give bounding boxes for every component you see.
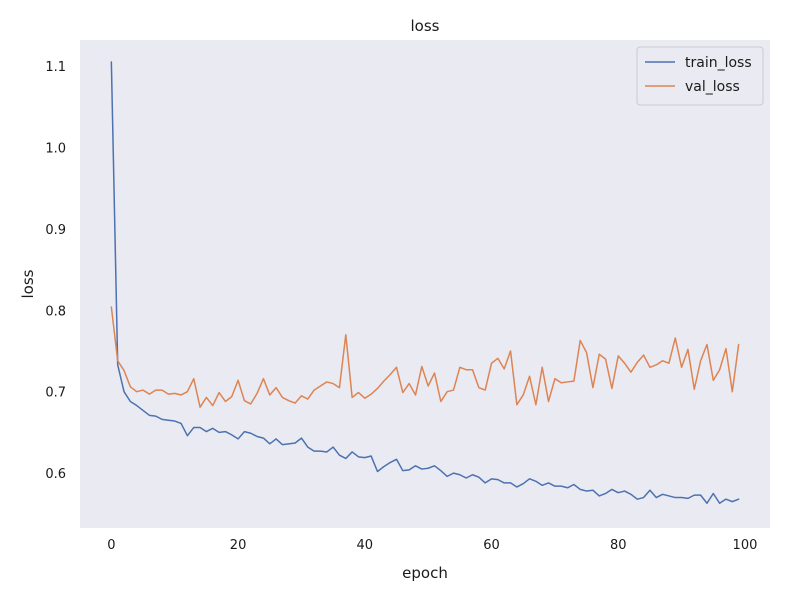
legend-label: val_loss [685, 79, 740, 95]
series-line-val-loss [110, 306, 740, 408]
series-lines [110, 61, 740, 504]
y-tick-label: 0.7 [45, 386, 66, 401]
x-tick-label: 20 [230, 538, 247, 553]
x-axis-label: epoch [402, 564, 448, 582]
y-tick-label: 1.1 [45, 60, 66, 75]
plot-background [80, 40, 770, 528]
legend: train_loss val_loss [636, 46, 764, 106]
y-tick-label: 0.6 [45, 467, 66, 482]
x-tick-label: 40 [357, 538, 374, 553]
series-line-train-loss [110, 61, 740, 504]
legend-label: train_loss [685, 55, 752, 71]
x-tick-label: 80 [610, 538, 627, 553]
chart-title: loss [411, 17, 440, 35]
axes: 0 20 40 60 80 100 0.6 0.7 0.8 0.9 1.0 1.1 [45, 60, 757, 553]
x-tick-label: 60 [483, 538, 500, 553]
y-tick-label: 1.0 [45, 141, 66, 156]
y-tick-label: 0.9 [45, 223, 66, 238]
x-tick-label: 100 [733, 538, 758, 553]
y-axis-label: loss [19, 269, 37, 298]
x-tick-label: 0 [107, 538, 115, 553]
y-tick-label: 0.8 [45, 304, 66, 319]
